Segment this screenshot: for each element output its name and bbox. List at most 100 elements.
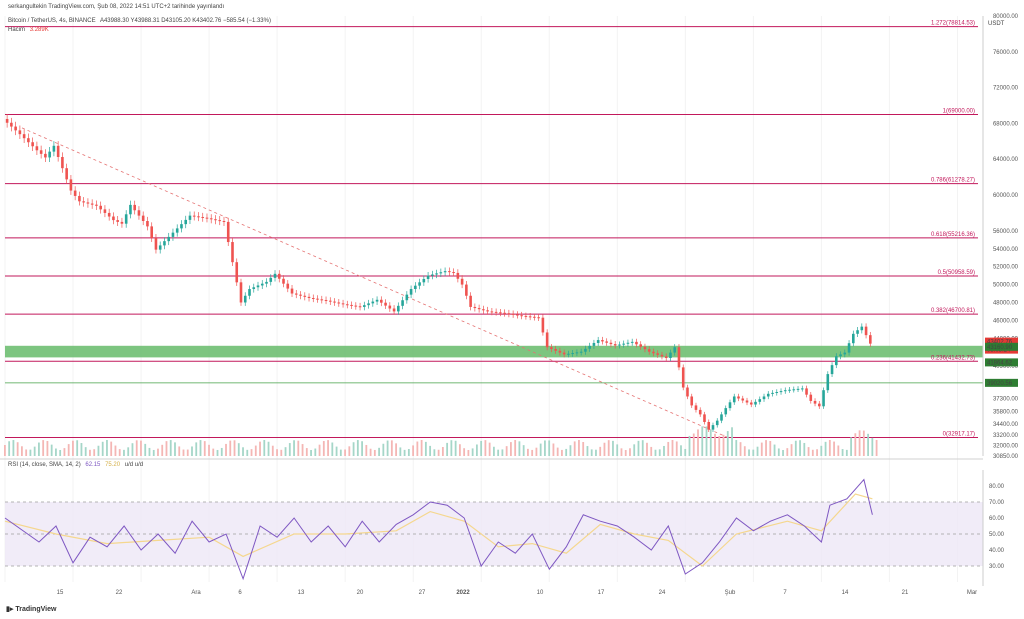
price-label-text: 41864.62 — [987, 360, 1013, 366]
volume-bar — [33, 446, 36, 456]
volume-bar — [722, 434, 725, 456]
candle-body — [363, 305, 366, 307]
candle-body — [805, 388, 808, 395]
time-tick: 14 — [842, 590, 849, 596]
candle-body — [307, 296, 311, 298]
candle-body — [520, 315, 523, 317]
volume-bar — [297, 440, 300, 456]
volume-bar — [709, 429, 712, 456]
candle-body — [256, 285, 260, 288]
volume-bar — [599, 446, 602, 456]
time-axis[interactable]: 15 22 Ara 6 13 20 27 2022 10 17 24 Şub 7 14 21 Mar — [57, 590, 978, 596]
volume-bar — [595, 449, 597, 456]
candle-body — [800, 388, 804, 390]
candle-body — [431, 274, 434, 276]
time-tick: 13 — [298, 590, 305, 596]
volume-bar — [493, 446, 495, 456]
price-tick: 76000.00 — [993, 50, 1019, 56]
price-tick: 37300.00 — [993, 396, 1019, 402]
rsi-tick: 50.00 — [989, 532, 1005, 538]
volume-bar — [735, 440, 738, 456]
volume-bar — [382, 443, 385, 456]
volume-bar — [607, 440, 610, 456]
volume-bar — [731, 427, 733, 456]
volume-bar — [603, 442, 606, 456]
rsi-tick: 30.00 — [989, 564, 1005, 570]
candle-body — [324, 300, 328, 302]
candle-body — [371, 301, 375, 304]
volume-bar — [671, 440, 674, 456]
candle-body — [103, 209, 107, 213]
volume-bar — [569, 445, 572, 456]
volume-bar — [229, 440, 232, 456]
volume-bar — [135, 440, 138, 456]
candle-body — [188, 215, 192, 220]
tradingview-logo[interactable]: ▮▸ TradingView — [6, 605, 56, 613]
rsi-tick: 40.00 — [989, 548, 1005, 554]
candle-body — [235, 262, 239, 283]
volume-bar — [386, 440, 389, 456]
candle-body — [745, 400, 749, 403]
candle-body — [129, 204, 132, 215]
volume-bar — [816, 449, 818, 456]
fib-label: 0.786(61278.27) — [931, 178, 975, 184]
rsi-label[interactable]: RSI (14, close, SMA, 14, 2) — [8, 462, 81, 468]
rsi-tick: 70.00 — [989, 500, 1005, 506]
volume-bar — [480, 440, 483, 456]
time-tick: 22 — [116, 590, 123, 596]
volume-bar — [854, 433, 857, 456]
volume-bar — [458, 444, 461, 456]
price-label-box — [985, 337, 1018, 346]
candle-body — [477, 308, 481, 310]
time-tick: Şub — [725, 590, 736, 596]
candle-body — [630, 341, 634, 343]
volume-bar — [182, 449, 185, 456]
time-tick: Ara — [191, 590, 201, 596]
price-tick: 60000.00 — [993, 193, 1019, 199]
volume-bar — [790, 444, 793, 456]
volume-bar — [867, 433, 869, 456]
candle-body — [571, 353, 574, 355]
candle-body — [499, 312, 502, 314]
volume-bar — [131, 443, 134, 456]
volume-bar — [89, 449, 91, 456]
candle-body — [822, 390, 825, 407]
candle-body — [18, 130, 22, 135]
volume-bar — [714, 433, 716, 456]
candle-body — [813, 400, 817, 404]
price-tick: 40900.00 — [993, 364, 1019, 370]
candle-body — [137, 210, 141, 216]
candle-body — [52, 145, 56, 152]
volume-bar — [641, 440, 644, 456]
volume-bar — [97, 445, 100, 456]
candle-body — [545, 332, 549, 348]
candle-body — [384, 302, 387, 306]
volume-bar — [786, 448, 789, 456]
candle-body — [218, 220, 222, 222]
author-line: serkangultekin TradingView.com, Şub 08, … — [8, 4, 225, 10]
currency-label: USDT — [988, 21, 1005, 27]
price-tick: 33200.00 — [993, 433, 1019, 439]
fib-label: 0.5(50958.59) — [938, 270, 975, 276]
volume-value: 3.289K — [29, 27, 49, 33]
volume-label[interactable]: Hacim — [8, 27, 26, 33]
candle-body — [460, 278, 464, 285]
volume-bar — [242, 447, 244, 456]
volume-bar — [305, 448, 308, 456]
volume-bar — [263, 440, 266, 456]
symbol-name[interactable]: Bitcoin / TetherUS, 4s, BINANCE — [8, 18, 96, 24]
candle-body — [239, 282, 243, 303]
volume-bar — [127, 447, 130, 456]
volume-bar — [169, 440, 172, 456]
candle-body — [27, 138, 30, 143]
rsi-pane: 80.00 70.00 60.00 50.00 40.00 30.00 — [4, 470, 1005, 586]
volume-bar — [395, 443, 397, 456]
volume-legend: Hacim 3.289K — [8, 27, 52, 33]
volume-bar — [101, 441, 104, 456]
rsi-tick: 60.00 — [989, 516, 1005, 522]
candle-body — [524, 315, 528, 317]
volume-bar — [161, 444, 164, 456]
price-axis[interactable]: 80000.00 76000.00 72000.00 68000.00 64000.00… — [982, 14, 1019, 460]
